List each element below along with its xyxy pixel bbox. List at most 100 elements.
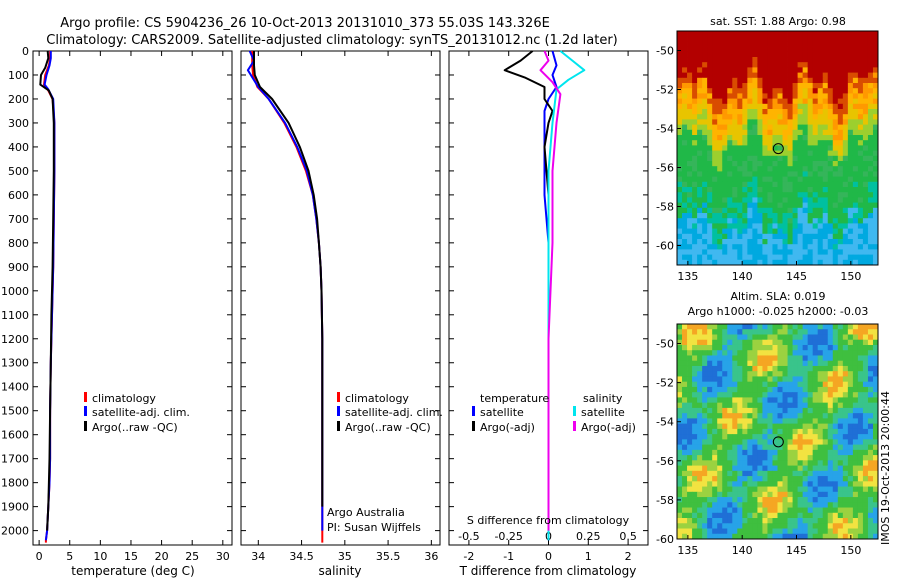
heatmap-cell bbox=[737, 171, 743, 177]
heatmap-cell bbox=[742, 31, 748, 37]
heatmap-cell bbox=[812, 486, 819, 493]
heatmap-cell bbox=[737, 423, 743, 430]
heatmap-cell bbox=[852, 407, 859, 414]
heatmap-cell bbox=[707, 413, 713, 419]
heatmap-cell bbox=[707, 155, 713, 162]
heatmap-cell bbox=[782, 381, 788, 388]
heatmap-cell bbox=[767, 259, 773, 266]
heatmap-cell bbox=[857, 365, 864, 372]
heatmap-cell bbox=[832, 497, 839, 503]
heatmap-cell bbox=[832, 129, 839, 136]
heatmap-cell bbox=[687, 197, 693, 203]
heatmap-cell bbox=[867, 171, 874, 177]
heatmap-cell bbox=[742, 197, 748, 203]
heatmap-cell bbox=[727, 244, 733, 250]
legend-label-satellite: satellite-adj. clim. bbox=[345, 406, 443, 419]
heatmap-cell bbox=[852, 491, 859, 498]
heatmap-cell bbox=[757, 434, 763, 440]
heatmap-cell bbox=[737, 371, 743, 377]
heatmap-cell bbox=[747, 155, 753, 162]
heatmap-cell bbox=[737, 470, 743, 477]
heatmap-cell bbox=[832, 77, 839, 84]
heatmap-cell bbox=[847, 161, 854, 167]
heatmap-cell bbox=[817, 502, 824, 508]
heatmap-cell bbox=[742, 486, 748, 493]
heatmap-cell bbox=[802, 114, 809, 120]
heatmap-cell bbox=[682, 491, 688, 498]
heatmap-cell bbox=[852, 93, 859, 99]
heatmap-cell bbox=[687, 365, 693, 372]
heatmap-cell bbox=[867, 491, 874, 498]
x-tick-label: 1 bbox=[585, 550, 592, 563]
heatmap-cell bbox=[782, 444, 788, 451]
heatmap-cell bbox=[782, 77, 788, 84]
heatmap-cell bbox=[692, 381, 698, 388]
x-tick-label: 36 bbox=[424, 550, 438, 563]
heatmap-cell bbox=[752, 334, 758, 341]
heatmap-cell bbox=[692, 334, 698, 341]
sst-map-panel: sat. SST: 1.88 Argo: 0.98 -50-52-54-56-5… bbox=[656, 15, 879, 283]
heatmap-cell bbox=[857, 413, 864, 419]
heatmap-cell bbox=[817, 233, 824, 240]
heatmap-cell bbox=[762, 36, 768, 42]
heatmap-cell bbox=[802, 455, 809, 461]
y-tick-label: 2000 bbox=[1, 525, 29, 538]
salinity-panel: 34 34.5 35 35.5 36 salinity climatology sate… bbox=[240, 50, 443, 578]
heatmap-cell bbox=[797, 114, 804, 120]
heatmap-cell bbox=[812, 31, 819, 37]
heatmap-cell bbox=[862, 528, 869, 535]
heatmap-cell bbox=[692, 350, 698, 356]
heatmap-cell bbox=[687, 397, 693, 404]
heatmap-cell bbox=[752, 259, 758, 266]
heatmap-cell bbox=[847, 254, 854, 261]
sla-heatmap-cells bbox=[677, 324, 879, 540]
heatmap-cell bbox=[712, 213, 718, 219]
heatmap-cell bbox=[852, 51, 859, 58]
heatmap-cell bbox=[697, 407, 703, 414]
heatmap-cell bbox=[787, 470, 793, 477]
heatmap-cell bbox=[807, 360, 814, 367]
heatmap-cell bbox=[847, 145, 854, 151]
heatmap-cell bbox=[677, 254, 683, 261]
heatmap-cell bbox=[747, 244, 753, 250]
heatmap-cell bbox=[847, 329, 854, 335]
heatmap-cell bbox=[862, 77, 869, 84]
heatmap-cell bbox=[847, 397, 854, 404]
heatmap-cell bbox=[742, 355, 748, 362]
heatmap-cell bbox=[687, 381, 693, 388]
heatmap-cell bbox=[707, 77, 713, 84]
heatmap-cell bbox=[742, 140, 748, 146]
heatmap-cell bbox=[867, 481, 874, 487]
heatmap-cell bbox=[852, 155, 859, 162]
heatmap-cell bbox=[782, 254, 788, 261]
heatmap-cell bbox=[817, 98, 824, 105]
heatmap-cell bbox=[812, 171, 819, 177]
heatmap-cell bbox=[777, 254, 783, 261]
heatmap-cell bbox=[687, 434, 693, 440]
heatmap-cell bbox=[787, 350, 793, 356]
heatmap-cell bbox=[717, 41, 723, 47]
heatmap-cell bbox=[752, 481, 758, 487]
heatmap-cell bbox=[757, 51, 763, 58]
heatmap-cell bbox=[747, 259, 753, 266]
heatmap-cell bbox=[872, 465, 879, 472]
heatmap-cell bbox=[872, 83, 879, 89]
heatmap-cell bbox=[707, 233, 713, 240]
heatmap-cell bbox=[747, 491, 753, 498]
heatmap-cell bbox=[737, 381, 743, 388]
heatmap-cell bbox=[792, 376, 799, 383]
heatmap-cell bbox=[797, 166, 804, 172]
heatmap-cell bbox=[752, 207, 758, 214]
heatmap-cell bbox=[697, 528, 703, 535]
heatmap-cell bbox=[832, 491, 839, 498]
heatmap-cell bbox=[712, 381, 718, 388]
heatmap-cell bbox=[822, 481, 829, 487]
heatmap-cell bbox=[817, 109, 824, 115]
heatmap-cell bbox=[677, 344, 683, 351]
heatmap-cell bbox=[727, 413, 733, 419]
heatmap-cell bbox=[677, 57, 683, 63]
lon-tick-label: 140 bbox=[732, 544, 753, 557]
heatmap-cell bbox=[792, 93, 799, 99]
heatmap-cell bbox=[722, 77, 728, 84]
heatmap-cell bbox=[717, 434, 723, 440]
